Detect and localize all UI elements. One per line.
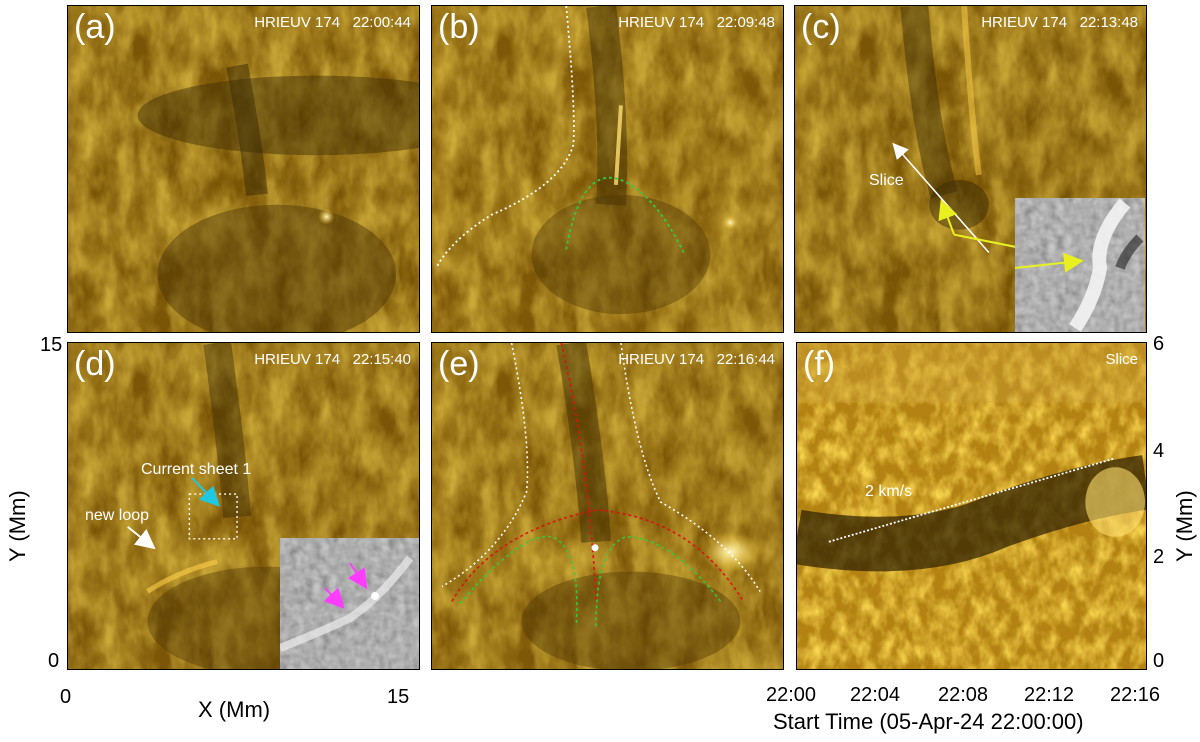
inset-d	[280, 538, 419, 669]
panel-title: HRIEUV 174 22:13:48	[981, 14, 1138, 31]
f-x-axis-label: Start Time (05-Apr-24 22:00:00)	[773, 709, 1084, 734]
euv-image-c	[795, 6, 1146, 332]
panel-d: Current sheet 1 new loop (d) HRIEUV 174 …	[67, 342, 420, 670]
panel-b: (b) HRIEUV 174 22:09:48	[431, 5, 784, 333]
panel-label: (d)	[74, 345, 116, 383]
f-x-tick-0: 22:00	[766, 684, 817, 706]
inset-image-c	[1015, 198, 1145, 332]
panel-title: Slice	[1105, 351, 1138, 368]
inset-image-d	[280, 538, 419, 669]
panel-label: (a)	[74, 8, 116, 46]
panel-title: HRIEUV 174 22:16:44	[618, 351, 775, 368]
green-guide-line	[565, 176, 685, 253]
panel-d-overlay	[127, 477, 238, 550]
y-axis-label: Y (Mm)	[5, 490, 30, 562]
panel-e-overlay	[441, 343, 761, 627]
x-tick-0: 0	[60, 686, 72, 708]
panel-title: HRIEUV 174 22:15:40	[254, 351, 411, 368]
f-y-tick-2: 2	[1153, 546, 1165, 568]
magenta-arrow-1	[323, 587, 345, 609]
panel-a: (a) HRIEUV 174 22:00:44	[67, 5, 420, 333]
current-sheet-label: Current sheet 1	[141, 461, 252, 478]
f-y-tick-4: 4	[1153, 440, 1165, 462]
yellow-arrow-up	[938, 199, 958, 235]
panel-c: Slice (c) HRIEUV 174 22:13:48	[794, 5, 1147, 333]
x-tick-15: 15	[387, 686, 410, 708]
panel-title: HRIEUV 174 22:09:48	[618, 14, 775, 31]
panel-f-overlay	[828, 457, 1116, 543]
panel-label: (f)	[803, 345, 836, 383]
euv-image-a	[68, 6, 419, 332]
white-guide-right	[620, 343, 761, 592]
red-guide-vertical	[560, 343, 597, 602]
f-y-tick-6: 6	[1153, 333, 1165, 355]
new-loop-label: new loop	[85, 507, 150, 524]
y-tick-0: 0	[48, 650, 60, 672]
f-x-tick-3: 22:12	[1024, 684, 1075, 706]
slice-label: Slice	[869, 172, 904, 189]
current-sheet-box	[188, 493, 238, 540]
speed-label: 2 km/s	[865, 483, 913, 500]
f-y-tick-0: 0	[1153, 650, 1165, 672]
red-guide-arc	[451, 509, 743, 602]
y-tick-15: 15	[40, 334, 63, 356]
f-x-tick-2: 22:08	[938, 684, 989, 706]
panel-label: (e)	[438, 345, 480, 383]
white-guide-left	[441, 343, 529, 588]
panel-title: HRIEUV 174 22:00:44	[254, 14, 411, 31]
f-y-axis-label: Y (Mm)	[1172, 490, 1197, 562]
panel-e: (e) HRIEUV 174 22:16:44	[431, 342, 784, 670]
green-guide-left	[459, 535, 578, 627]
panel-f: 2 km/s (f) Slice	[796, 342, 1147, 670]
panel-label: (b)	[438, 8, 480, 46]
panel-label: (c)	[801, 8, 841, 46]
cyan-arrow	[191, 477, 220, 507]
new-loop-arrow	[127, 526, 156, 550]
f-x-tick-4: 22:16	[1110, 684, 1161, 706]
euv-image-b	[432, 6, 783, 332]
euv-image-e	[432, 343, 783, 669]
green-guide-right	[595, 536, 723, 627]
white-guide-line	[436, 6, 575, 267]
x-axis-label: X (Mm)	[198, 697, 271, 722]
slice-arrow	[892, 142, 990, 254]
inset-c	[1015, 198, 1145, 332]
f-x-tick-1: 22:04	[850, 684, 901, 706]
magenta-arrow-2	[347, 562, 368, 590]
time-distance-image	[797, 343, 1146, 669]
